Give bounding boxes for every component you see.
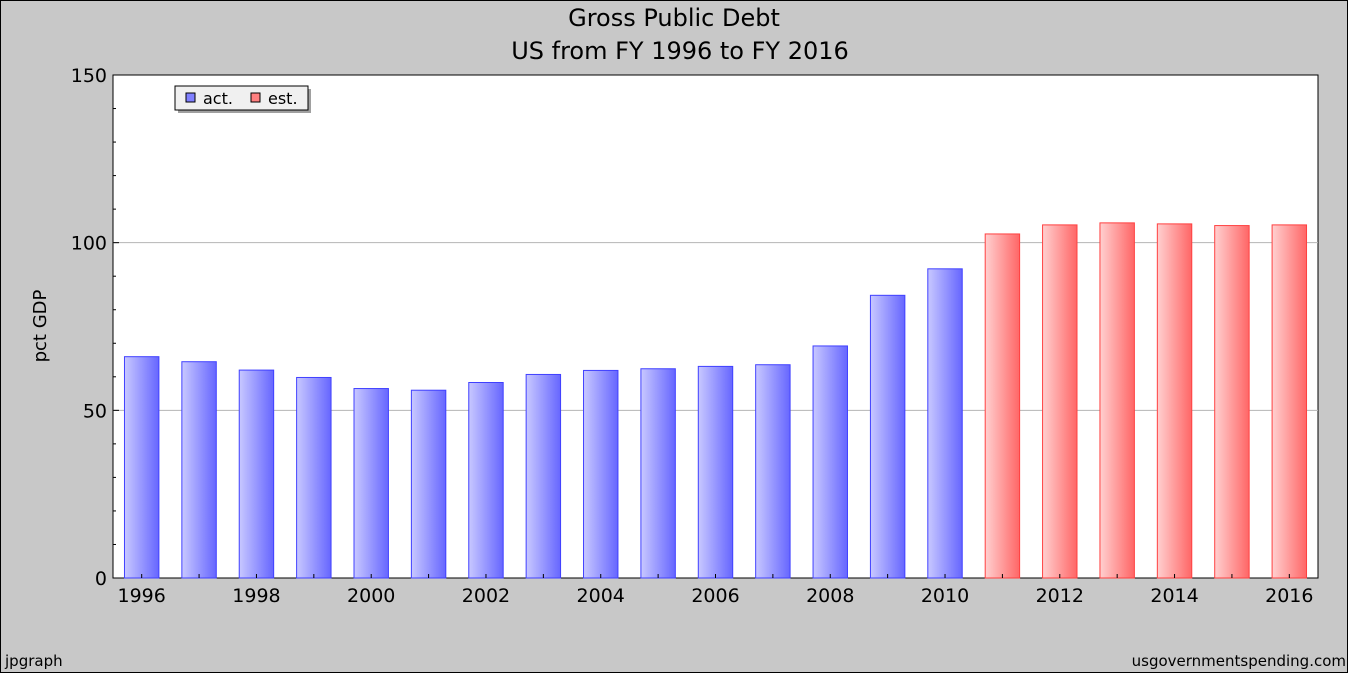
y-tick-label: 150 [71, 65, 107, 87]
axes: 0 50 100 150 1996 1998 2000 2002 2004 2006 2008 201… [71, 65, 1314, 607]
legend: act. est. [174, 85, 311, 113]
bar-2015 [1214, 225, 1250, 579]
x-tick-label: 2006 [691, 585, 739, 607]
bar-1999 [296, 376, 332, 579]
bar-2012 [1042, 224, 1078, 579]
y-tick-label: 0 [95, 568, 107, 590]
x-tick-label: 2008 [806, 585, 854, 607]
footer-left: jpgraph [4, 652, 63, 670]
bar-2008 [812, 345, 848, 579]
bar-2003 [525, 373, 562, 579]
legend-swatch-est [250, 92, 261, 103]
footer-right: usgovernmentspending.com [1132, 652, 1346, 670]
x-tick-label: 2000 [347, 585, 395, 607]
x-tick-label: 2012 [1036, 585, 1084, 607]
y-axis-label: pct GDP [30, 289, 51, 362]
bar-2006 [697, 365, 734, 579]
bar-1997 [181, 361, 217, 579]
bar-2013 [1099, 222, 1135, 579]
legend-swatch-act [185, 92, 196, 103]
x-tick-label: 2002 [462, 585, 510, 607]
bar-2016 [1271, 224, 1308, 579]
bar-2011 [984, 233, 1021, 579]
bar-2002 [468, 382, 504, 579]
x-tick-label: 1998 [232, 585, 280, 607]
x-tick-label: 2010 [921, 585, 969, 607]
bar-2007 [755, 364, 791, 579]
legend-label-act: act. [203, 89, 233, 108]
chart-subtitle: US from FY 1996 to FY 2016 [511, 37, 849, 65]
x-tick-label: 2014 [1150, 585, 1198, 607]
bar-2001 [410, 389, 447, 579]
x-tick-label: 1996 [118, 585, 166, 607]
bar-2010 [927, 268, 963, 579]
bars [123, 222, 1308, 579]
y-tick-label: 100 [71, 233, 107, 255]
x-tick-label: 2016 [1265, 585, 1313, 607]
legend-label-est: est. [268, 89, 298, 108]
bar-2005 [640, 368, 676, 579]
y-tick-label: 50 [83, 400, 107, 422]
bar-2014 [1156, 223, 1193, 579]
chart-title: Gross Public Debt [568, 4, 780, 32]
x-tick-label: 2004 [577, 585, 625, 607]
bar-2004 [583, 369, 619, 579]
legend-box [174, 85, 309, 111]
bar-1996 [123, 356, 160, 579]
bar-1998 [238, 369, 275, 579]
bar-2000 [353, 388, 389, 579]
bar-2009 [869, 294, 906, 579]
